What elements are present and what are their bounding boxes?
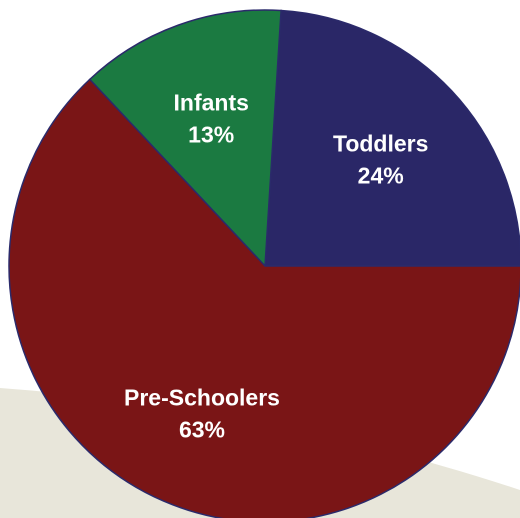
slice-value-pre-schoolers: 63% bbox=[179, 417, 225, 443]
slice-label-toddlers: Toddlers bbox=[333, 130, 428, 156]
pie-slice-pre-schoolers bbox=[8, 78, 520, 518]
slice-label-infants: Infants bbox=[174, 90, 249, 116]
slice-value-toddlers: 24% bbox=[358, 162, 404, 188]
pie-slice-toddlers bbox=[264, 9, 520, 267]
slice-value-infants: 13% bbox=[188, 122, 234, 148]
slice-label-pre-schoolers: Pre-Schoolers bbox=[124, 385, 280, 411]
labels-layer: Toddlers 24% Infants 13% Pre-Schoolers 63% bbox=[124, 90, 428, 443]
slices-layer bbox=[8, 9, 520, 518]
pie-slice-infants bbox=[88, 9, 282, 268]
